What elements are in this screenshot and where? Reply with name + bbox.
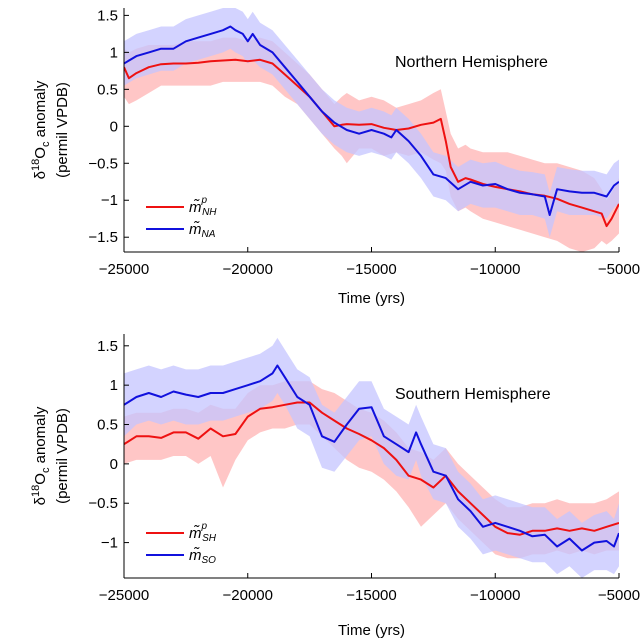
chart-panel-2: −25000 −20000 −15000 −10000 −5000 −1 −0.5 0 0.5 1… [30,334,640,639]
plot-area [124,337,619,578]
series-line-2 [124,25,619,216]
x-tick-label: −10000 [470,587,520,604]
x-axis-title: Time (yrs) [338,622,405,639]
y-tick-label: 1.5 [97,7,118,24]
panel-annotation: Southern Hemisphere [395,386,551,403]
y-axis-title-line2: (permil VPDB) [54,408,71,504]
y-tick-label: −1 [101,192,118,209]
x-tick-label: −10000 [470,261,520,278]
y-tick-label: −1 [101,535,118,552]
x-tick-label: −15000 [346,261,396,278]
plot-area [124,8,619,252]
panel-annotation: Northern Hemisphere [395,54,548,71]
series-line-2 [124,364,619,552]
y-tick-label: 0 [110,456,118,473]
y-tick-label: −1.5 [88,229,118,246]
x-tick-label: −5000 [598,261,640,278]
chart-panel-1: −25000 −20000 −15000 −10000 −5000 −1.5 −1 −0.5 0… [30,7,640,307]
x-axis-title: Time (yrs) [338,290,405,307]
x-tick-label: −20000 [223,261,273,278]
y-axis-title-line2: (permil VPDB) [54,82,71,178]
legend-label-1: m̃p SH [189,521,217,544]
y-axis-title-line1: δ18Oc anomaly [30,406,52,505]
y-tick-label: 0.5 [97,81,118,98]
x-tick-label: −20000 [223,587,273,604]
y-tick-label: −0.5 [88,495,118,512]
y-tick-label: 0 [110,118,118,135]
y-axis-title-line1: δ18Oc anomaly [30,80,52,179]
y-tick-label: 1.5 [97,338,118,355]
uncertainty-band-2 [124,8,619,238]
x-tick-label: −25000 [99,261,149,278]
y-tick-label: 0.5 [97,417,118,434]
x-tick-label: −15000 [346,587,396,604]
y-tick-label: 1 [110,44,118,61]
legend-label-2: m̃NA [189,221,216,240]
x-tick-label: −5000 [598,587,640,604]
x-tick-label: −25000 [99,587,149,604]
legend-label-1: m̃p NH [189,195,217,218]
series-line-1 [124,58,619,228]
series-line-1 [124,401,619,536]
y-tick-label: 1 [110,377,118,394]
uncertainty-band-2 [124,337,619,578]
legend-label-2: m̃SO [189,547,216,566]
y-tick-label: −0.5 [88,155,118,172]
